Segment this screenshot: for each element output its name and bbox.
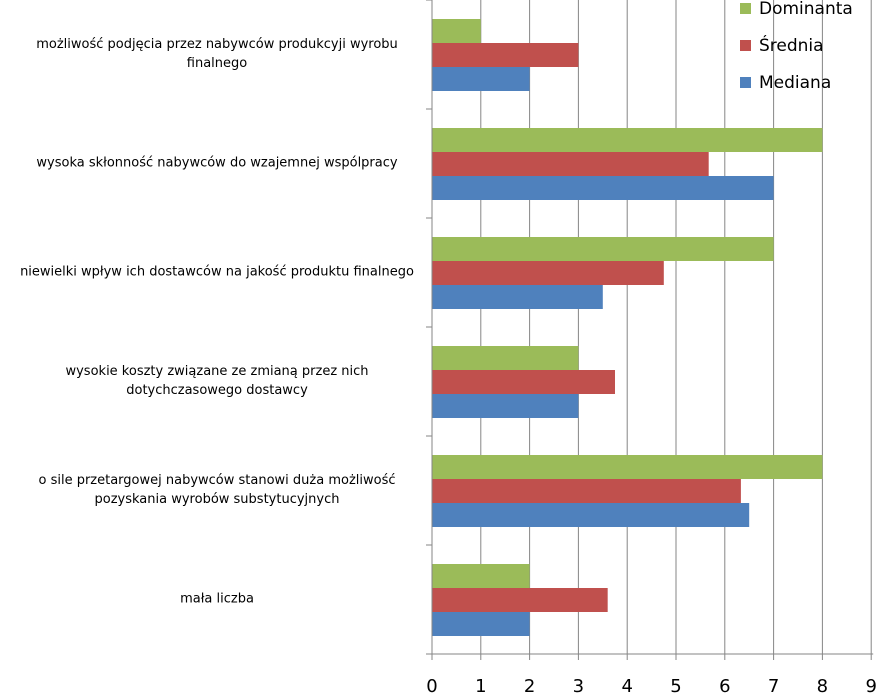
bars [432,19,823,636]
bar--rednia [432,43,579,67]
category-label: dotychczasowego dostawcy [126,383,308,398]
category-label: wysoka skłonność nabywców do wzajemnej w… [36,156,397,171]
category-label: pozyskania wyrobów substytucyjnych [95,492,340,507]
legend-label: Dominanta [759,0,853,19]
bar-dominanta [432,346,579,370]
bar--rednia [432,261,664,285]
category-label: o sile przetargowej nabywców stanowi duż… [38,473,395,488]
legend-label: Mediana [759,73,831,93]
bar-dominanta [432,19,481,43]
bar-mediana [432,612,530,636]
bar--rednia [432,479,741,503]
x-tick-labels: 0 1 2 3 4 5 6 7 8 9 [426,676,877,693]
x-tick-label: 7 [768,676,779,693]
gridlines [480,0,872,654]
x-tick-label: 2 [524,676,535,693]
bar-mediana [432,285,603,309]
legend-swatch [740,3,751,14]
legend-swatch [740,40,751,51]
axes [426,0,874,660]
category-label: finalnego [187,56,247,71]
bar-dominanta [432,455,823,479]
category-labels: możliwość podjęcia przez nabywców produk… [20,37,414,607]
bar--rednia [432,152,709,176]
bar-mediana [432,176,774,200]
bar-mediana [432,67,530,91]
bar-dominanta [432,128,823,152]
x-tick-label: 6 [719,676,730,693]
bar--rednia [432,588,608,612]
x-tick-label: 3 [573,676,584,693]
bar-dominanta [432,564,530,588]
bar--rednia [432,370,615,394]
bar-mediana [432,503,750,527]
x-tick-label: 1 [475,676,486,693]
x-tick-label: 4 [621,676,632,693]
x-tick-label: 8 [817,676,828,693]
bar-dominanta [432,237,774,261]
category-label: wysokie koszty związane ze zmianą przez … [65,364,368,379]
legend-swatch [740,77,751,88]
legend: Dominanta Średnia Mediana [740,0,853,93]
x-tick-label: 0 [426,676,437,693]
x-tick-label: 5 [670,676,681,693]
category-label: mała liczba [180,592,254,607]
legend-label: Średnia [759,34,824,56]
bar-mediana [432,394,579,418]
x-tick-label: 9 [865,676,876,693]
category-label: niewielki wpływ ich dostawców na jakość … [20,265,414,280]
category-label: możliwość podjęcia przez nabywców produk… [36,37,398,52]
